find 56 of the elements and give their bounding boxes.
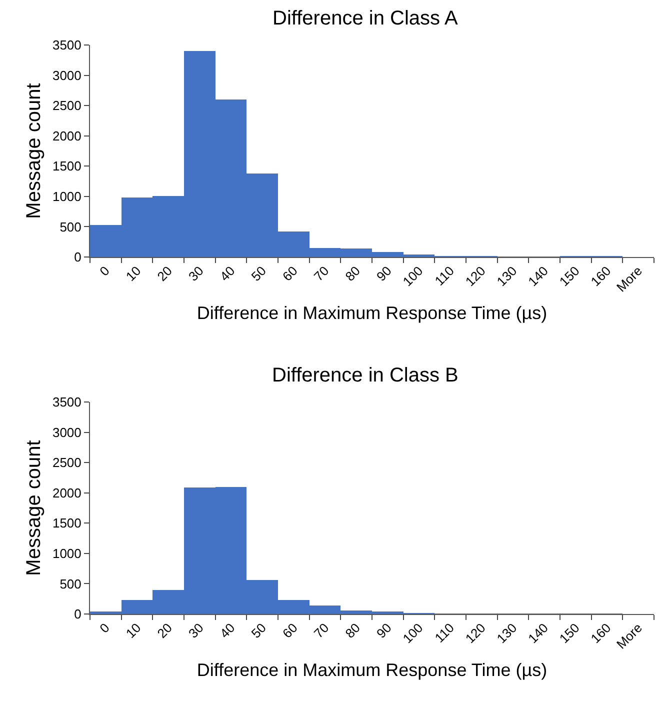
y-axis-title: Message count (23, 82, 45, 219)
x-tick-label: 60 (280, 263, 300, 284)
y-tick-label: 3500 (52, 38, 82, 53)
x-tick-label: 60 (280, 620, 300, 642)
x-tick-label: 140 (525, 263, 552, 290)
y-tick-label: 1500 (52, 158, 82, 174)
x-tick-label: 10 (122, 263, 144, 284)
x-tick-label: 80 (342, 620, 364, 642)
x-tick-label: 150 (556, 263, 582, 290)
x-tick-label: 80 (342, 263, 364, 284)
y-tick-label: 2500 (52, 98, 82, 114)
x-tick-label: 130 (494, 620, 520, 646)
x-tick-label: 40 (216, 263, 238, 284)
chart-title: Difference in Class B (272, 364, 458, 387)
y-tick-label: 3000 (52, 68, 82, 83)
y-axis-title: Message count (23, 440, 45, 576)
x-tick-label: 50 (248, 263, 270, 284)
y-tick-label: 2000 (52, 128, 82, 144)
y-tick-label: 3000 (52, 424, 82, 440)
x-tick-label: 20 (154, 263, 176, 284)
x-tick-label: 50 (248, 620, 270, 642)
y-tick-label: 0 (74, 250, 82, 265)
x-tick-label: 40 (216, 620, 238, 642)
x-tick-label: 160 (588, 263, 614, 290)
x-tick-label: 160 (588, 620, 614, 646)
x-tick-label: 130 (494, 263, 520, 290)
x-tick-label: 120 (462, 263, 488, 290)
y-tick-label: 3500 (52, 394, 82, 410)
x-tick-label: 120 (462, 620, 488, 646)
y-tick-label: 1000 (52, 546, 82, 561)
x-tick-label: 110 (432, 263, 458, 288)
x-tick-label: 100 (400, 620, 426, 646)
x-tick-label: 90 (374, 620, 394, 642)
x-tick-label: 70 (310, 263, 332, 284)
y-tick-label: 1000 (52, 188, 82, 204)
x-tick-label: 110 (432, 620, 458, 646)
y-tick-label: 2500 (52, 455, 82, 470)
x-tick-label: 30 (186, 263, 206, 284)
y-tick-label: 500 (60, 576, 82, 592)
x-tick-label: 140 (525, 620, 552, 646)
x-tick-label: 30 (186, 620, 206, 642)
y-tick-label: 0 (74, 606, 82, 622)
x-axis-title: Difference in Maximum Response Time (µs) (196, 302, 548, 323)
x-axis-title: Difference in Maximum Response Time (µs) (196, 660, 548, 680)
y-tick-label: 1500 (52, 516, 82, 531)
x-tick-label: 0 (96, 620, 112, 636)
y-tick-label: 500 (60, 219, 82, 234)
x-tick-label: 10 (122, 620, 144, 642)
x-tick-label: 100 (400, 263, 426, 290)
x-tick-label: 150 (556, 620, 582, 646)
y-tick-label: 2000 (52, 485, 82, 500)
chart-title: Difference in Class A (272, 8, 458, 30)
x-tick-label: 0 (96, 263, 112, 279)
x-tick-label: 90 (374, 263, 394, 284)
x-tick-label: 20 (154, 620, 176, 642)
x-tick-label: 70 (310, 620, 332, 642)
